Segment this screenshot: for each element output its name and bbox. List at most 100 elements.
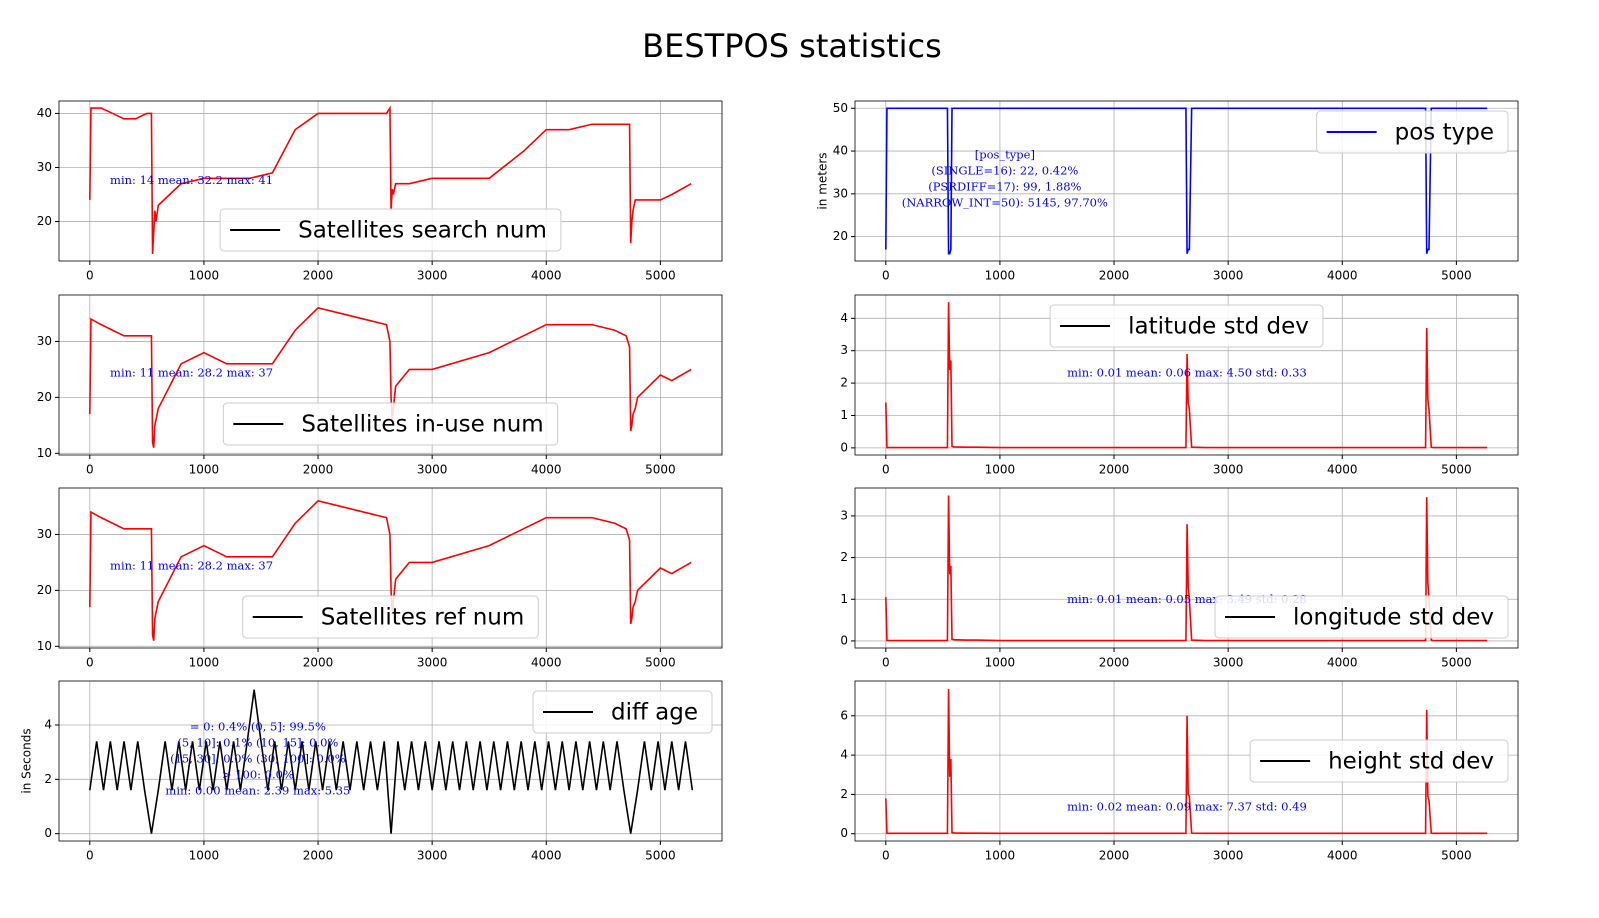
legend-box: [1049, 304, 1324, 348]
y-tick-label: 0: [840, 633, 848, 647]
axes-frame: [58, 294, 723, 456]
axes-frame: [58, 100, 723, 262]
x-tick-label: 5000: [1441, 849, 1472, 863]
x-tick-label: 4000: [1327, 849, 1358, 863]
y-tick-label: 10: [37, 446, 52, 460]
y-tick-label: 20: [833, 229, 848, 243]
y-tick-label: 2: [840, 787, 848, 801]
y-tick-label: 30: [37, 160, 52, 174]
x-tick-label: 4000: [531, 849, 562, 863]
x-tick-label: 2000: [303, 269, 334, 283]
y-tick-label: 2: [840, 376, 848, 390]
x-tick-label: 4000: [531, 269, 562, 283]
x-tick-label: 3000: [1213, 463, 1244, 477]
y-tick-label: 0: [840, 826, 848, 840]
x-tick-label: 4000: [1327, 463, 1358, 477]
legend: longitude std dev: [1214, 595, 1509, 639]
annotation: (PSRDIFF=17): 99, 1.88%: [928, 179, 1081, 193]
plot-area: [89, 499, 692, 641]
legend-label: Satellites search num: [298, 218, 547, 244]
annotation: (NARROW_INT=50): 5145, 97.70%: [902, 195, 1108, 209]
x-tick-label: 5000: [645, 656, 676, 670]
x-tick-label: 3000: [417, 849, 448, 863]
annotation: min: 0.00 mean: 2.39 max: 5.35: [165, 783, 350, 797]
data-line: [89, 689, 694, 834]
x-tick-label: 3000: [1213, 849, 1244, 863]
x-tick-label: 2000: [1099, 269, 1130, 283]
plot-area: [89, 105, 692, 255]
data-line: [885, 688, 1488, 835]
legend-label: Satellites in-use num: [301, 412, 543, 438]
y-tick-label: 2: [840, 550, 848, 564]
legend-label: diff age: [611, 700, 698, 726]
annotation: min: 11 mean: 28.2 max: 37: [110, 558, 273, 572]
annotation: min: 14 mean: 32.2 max: 41: [110, 173, 273, 187]
x-tick-label: 4000: [1327, 269, 1358, 283]
y-axis-label: in meters: [816, 152, 830, 209]
x-tick-label: 1000: [985, 849, 1016, 863]
legend-label: pos type: [1395, 120, 1494, 146]
x-tick-label: 0: [882, 656, 890, 670]
x-tick-label: 4000: [1327, 656, 1358, 670]
annotation: > 100: 0.0%: [222, 767, 294, 781]
annotation: = 0: 0.4% (0, 5]: 99.5%: [190, 719, 326, 733]
x-tick-label: 5000: [1441, 656, 1472, 670]
x-tick-label: 0: [86, 849, 94, 863]
figure-title: BESTPOS statistics: [642, 27, 942, 65]
x-tick-label: 0: [882, 849, 890, 863]
data-line: [89, 105, 692, 255]
axes-frame: [58, 487, 723, 649]
subplot: 0 1000 2000 3000 4000 5000 20 30 40 min: 14 mean:…: [37, 100, 723, 283]
legend: latitude std dev: [1049, 304, 1324, 348]
x-tick-label: 1000: [189, 463, 220, 477]
subplot: 0 1000 2000 3000 4000 5000 10 20 30 min: 11 mean:…: [37, 487, 723, 670]
x-tick-label: 5000: [645, 849, 676, 863]
axes-frame: [854, 680, 1519, 842]
subplot: 0 1000 2000 3000 4000 5000 10 20 30 min: 11 mean:…: [37, 294, 723, 477]
legend: pos type: [1316, 110, 1509, 154]
data-line: [89, 499, 692, 641]
x-tick-label: 5000: [645, 463, 676, 477]
x-tick-label: 1000: [189, 849, 220, 863]
y-tick-label: 20: [37, 214, 52, 228]
y-axis-label: in Seconds: [20, 728, 34, 793]
x-tick-label: 3000: [1213, 656, 1244, 670]
x-tick-label: 1000: [189, 656, 220, 670]
subplot: 0 1000 2000 3000 4000 5000 0 1 2 3 4 min: 0.01 mean…: [840, 294, 1519, 477]
x-tick-label: 2000: [1099, 656, 1130, 670]
legend-label: longitude std dev: [1293, 605, 1494, 631]
x-tick-label: 0: [86, 463, 94, 477]
x-tick-label: 0: [86, 269, 94, 283]
x-tick-label: 2000: [303, 463, 334, 477]
x-tick-label: 4000: [531, 463, 562, 477]
annotation: min: 11 mean: 28.2 max: 37: [110, 365, 273, 379]
x-tick-label: 5000: [1441, 269, 1472, 283]
y-tick-label: 20: [37, 583, 52, 597]
y-tick-label: 3: [840, 508, 848, 522]
plot-area: [89, 689, 694, 834]
legend: diff age: [532, 690, 713, 734]
y-tick-label: 30: [37, 334, 52, 348]
y-tick-label: 30: [833, 186, 848, 200]
y-tick-label: 20: [37, 390, 52, 404]
x-tick-label: 5000: [1441, 463, 1472, 477]
axes-frame: [58, 680, 723, 842]
y-tick-label: 30: [37, 527, 52, 541]
x-tick-label: 2000: [303, 656, 334, 670]
y-tick-label: 6: [840, 708, 848, 722]
legend-label: latitude std dev: [1128, 314, 1309, 340]
y-tick-label: 0: [840, 440, 848, 454]
annotation: [pos_type]: [975, 147, 1035, 161]
x-tick-label: 1000: [985, 463, 1016, 477]
plot-area: [89, 306, 692, 448]
x-tick-label: 3000: [417, 656, 448, 670]
x-tick-label: 4000: [531, 656, 562, 670]
y-tick-label: 50: [833, 101, 848, 115]
y-tick-label: 1: [840, 408, 848, 422]
data-line: [885, 302, 1488, 449]
y-tick-label: 40: [833, 144, 848, 158]
x-tick-label: 0: [882, 269, 890, 283]
legend-label: Satellites ref num: [321, 605, 525, 631]
x-tick-label: 5000: [645, 269, 676, 283]
